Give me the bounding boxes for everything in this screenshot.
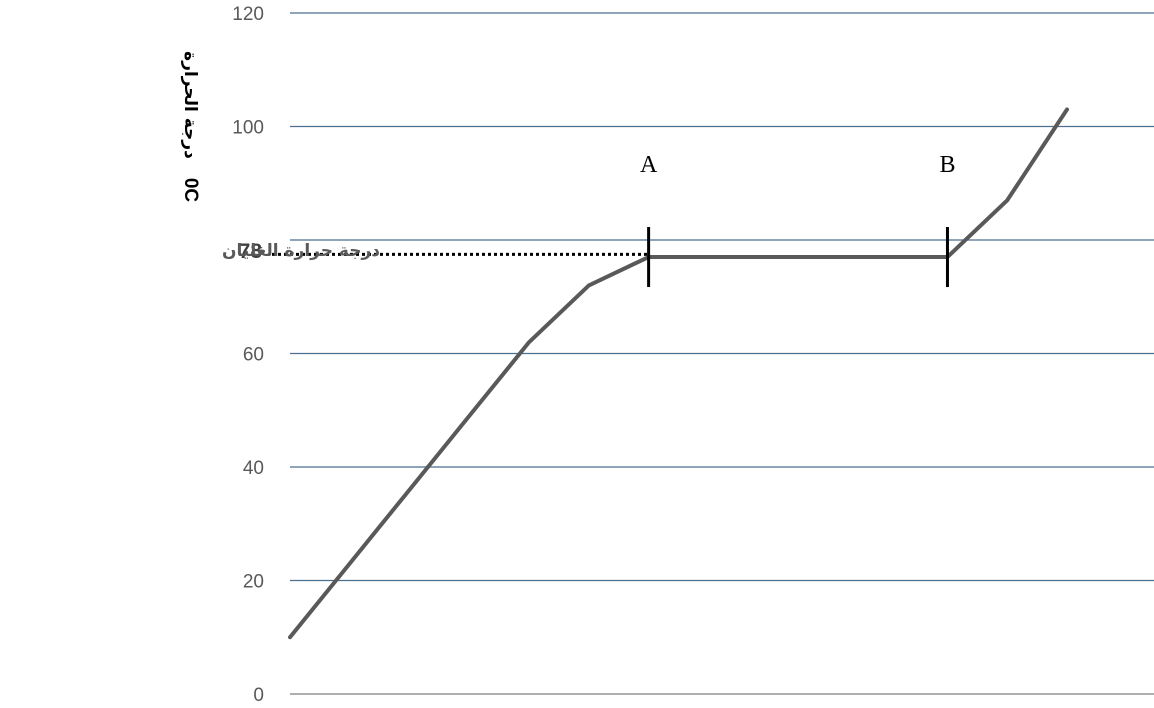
y-axis-title: درجة الحرارة — [180, 51, 200, 159]
marker-label-A: A — [640, 152, 658, 178]
grid-lines — [290, 12, 1154, 695]
y-tick-labels: 0 20 40 60 100 120 — [232, 4, 264, 706]
y-tick-label-60: 60 — [243, 345, 264, 366]
y-tick-label-120: 120 — [232, 4, 264, 25]
y-tick-label-0: 0 — [253, 685, 264, 706]
y-tick-label-20: 20 — [243, 572, 264, 593]
y-tick-label-40: 40 — [243, 458, 264, 479]
y-axis-unit: 0C — [180, 178, 201, 203]
marker-label-B: B — [939, 152, 955, 178]
boiling-point-label: درجة حرارة الغليان — [222, 241, 380, 261]
y-axis-label: درجة الحرارة — [180, 51, 200, 159]
y-tick-label-100: 100 — [232, 118, 264, 139]
boiling-point-value: 78 — [239, 240, 263, 263]
y-axis-unit-label: 0C — [180, 178, 201, 203]
temperature-curve — [288, 107, 1069, 640]
